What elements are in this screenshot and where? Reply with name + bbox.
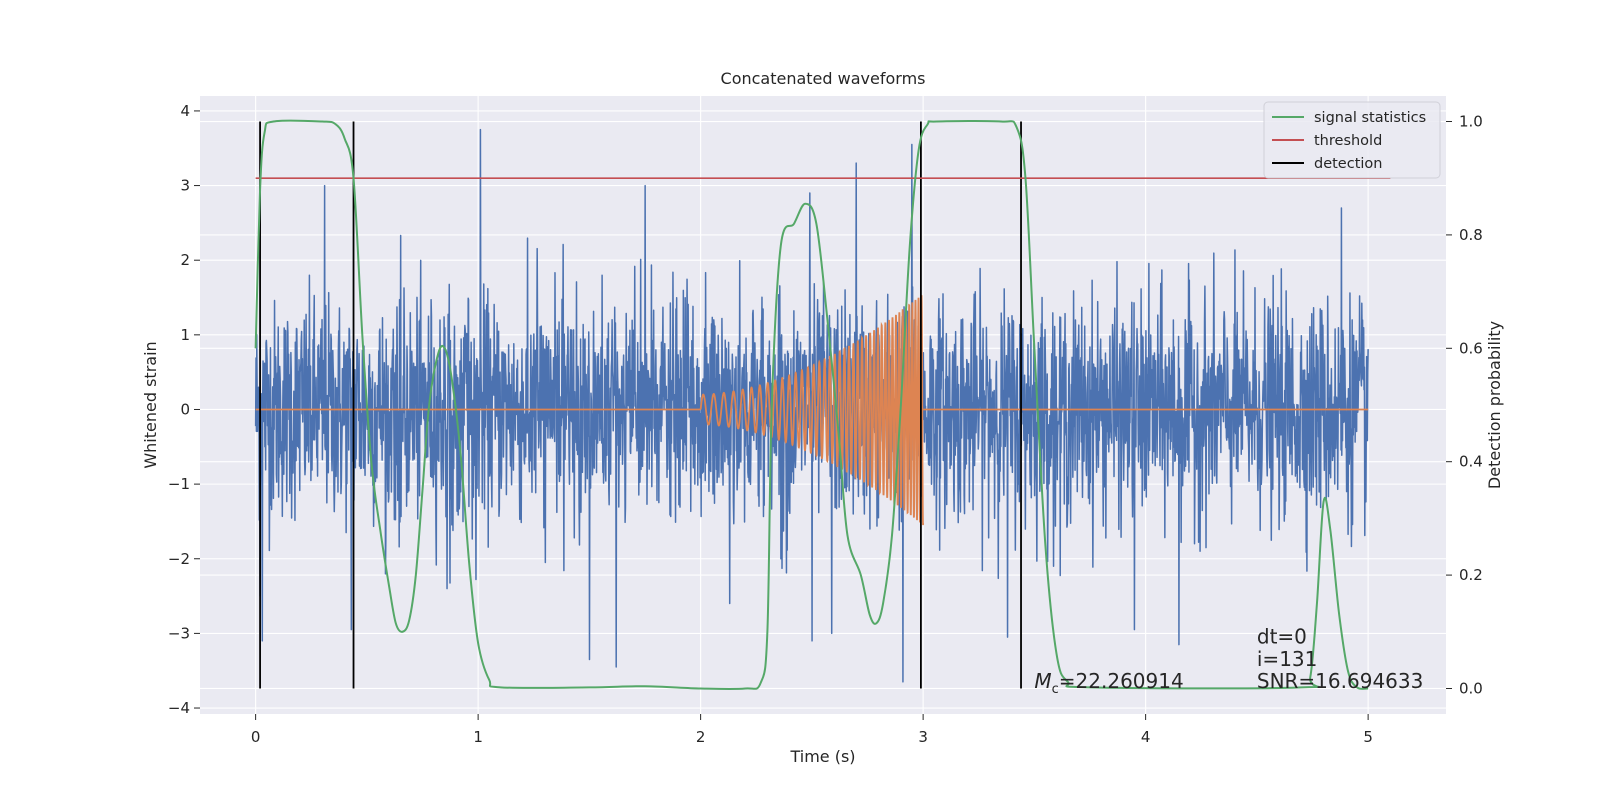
- y2-tick-label: 0.8: [1459, 226, 1483, 244]
- x-tick-label: 1: [473, 728, 483, 746]
- y-tick-label: 0: [180, 400, 190, 418]
- axes: 0 1 2 3 4 5 −4 −3 −2 −1 0 1 2 3 4 0.0 0.2 0.4 0.6 0.8 1.0: [168, 102, 1483, 746]
- y-tick-label: −3: [168, 624, 190, 642]
- x-axis-label: Time (s): [789, 747, 855, 766]
- y-tick-label: 1: [180, 326, 190, 344]
- y2-tick-label: 0.6: [1459, 339, 1483, 357]
- legend-label-threshold: threshold: [1314, 133, 1382, 149]
- annotation-text: i=131: [1257, 647, 1318, 671]
- y-axis-label: Whitened strain: [141, 341, 160, 468]
- y-tick-label: 4: [180, 102, 190, 120]
- x-tick-label: 0: [251, 728, 261, 746]
- y-tick-label: 2: [180, 251, 190, 269]
- y-tick-label: −2: [168, 550, 190, 568]
- data-layer: [254, 119, 1391, 691]
- annotation-text: SNR=16.694633: [1257, 669, 1423, 693]
- y2-axis-label: Detection probability: [1485, 321, 1504, 489]
- template-chirp: [699, 295, 925, 526]
- y-tick-label: −1: [168, 475, 190, 493]
- legend: signal statistics threshold detection: [1263, 101, 1441, 179]
- y-tick-label: 3: [180, 177, 190, 195]
- x-tick-label: 5: [1363, 728, 1373, 746]
- y2-tick-label: 1.0: [1459, 113, 1483, 131]
- strain-series: [254, 128, 1369, 683]
- legend-label-signal-statistics: signal statistics: [1314, 110, 1426, 126]
- y-tick-label: −4: [168, 699, 190, 717]
- legend-label-detection: detection: [1314, 156, 1382, 172]
- annotation-text: Mc=22.260914: [1034, 669, 1183, 697]
- y2-tick-label: 0.2: [1459, 566, 1483, 584]
- chart-title: Concatenated waveforms: [721, 69, 926, 88]
- y2-tick-label: 0.4: [1459, 453, 1483, 471]
- x-tick-label: 2: [696, 728, 706, 746]
- x-tick-label: 4: [1141, 728, 1151, 746]
- x-tick-label: 3: [918, 728, 928, 746]
- y2-tick-label: 0.0: [1459, 679, 1483, 697]
- annotation-text: dt=0: [1257, 624, 1307, 648]
- statistic-series: [254, 119, 1369, 691]
- legend-box: [1263, 101, 1441, 179]
